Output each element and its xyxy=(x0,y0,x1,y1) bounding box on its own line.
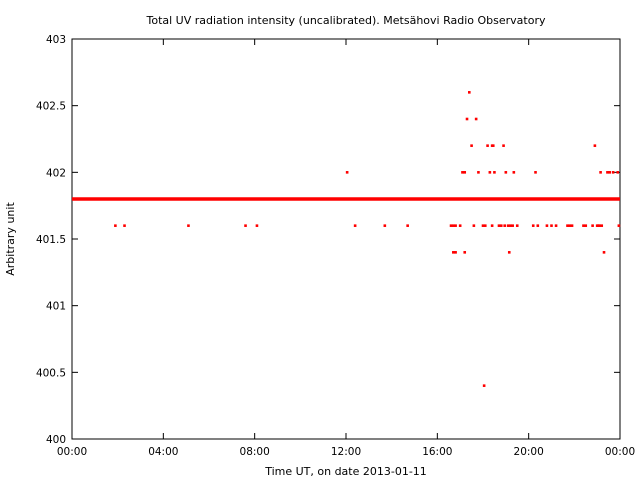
data-point xyxy=(503,224,506,227)
data-point xyxy=(568,224,572,227)
data-point xyxy=(493,171,496,174)
data-point xyxy=(114,224,117,227)
data-point xyxy=(383,224,387,227)
data-point xyxy=(584,224,588,227)
data-point xyxy=(611,171,615,174)
data-point xyxy=(570,224,574,227)
data-point xyxy=(486,144,489,147)
data-point xyxy=(470,144,473,147)
data-point xyxy=(482,384,486,387)
data-point xyxy=(406,224,409,227)
data-point xyxy=(507,251,511,254)
x-tick-label: 08:00 xyxy=(240,446,270,458)
data-point xyxy=(472,224,476,227)
data-point xyxy=(458,224,462,227)
data-point xyxy=(504,171,508,174)
x-tick-label: 16:00 xyxy=(422,446,452,458)
data-point xyxy=(490,224,494,227)
data-point xyxy=(566,224,569,227)
data-point xyxy=(463,171,467,174)
data-point xyxy=(454,251,457,254)
data-point xyxy=(483,224,487,227)
y-tick-label: 402.5 xyxy=(36,101,66,113)
data-point xyxy=(534,171,537,174)
data-point xyxy=(606,171,609,174)
data-point xyxy=(488,171,492,174)
plot-area: 400 400.5 401 401.5 402 402.5 403 00:00 04:00 08:… xyxy=(36,34,635,458)
data-point xyxy=(463,251,467,254)
data-point xyxy=(187,224,190,227)
data-point xyxy=(617,224,621,227)
data-point xyxy=(255,224,259,227)
data-point xyxy=(454,224,457,227)
data-point xyxy=(123,224,126,227)
data-point xyxy=(545,224,549,227)
data-point xyxy=(536,224,540,227)
data-point xyxy=(593,144,597,147)
data-point xyxy=(477,171,480,174)
y-tick-label: 403 xyxy=(46,34,66,46)
x-axis-label: Time UT, on date 2013-01-11 xyxy=(264,465,427,478)
data-point xyxy=(497,224,501,227)
data-point xyxy=(509,224,512,227)
data-point xyxy=(468,91,471,94)
data-point xyxy=(491,144,495,147)
data-point xyxy=(474,117,478,121)
plot-frame xyxy=(71,38,621,440)
x-tick-label: 00:00 xyxy=(605,446,635,458)
data-point xyxy=(608,171,612,174)
data-point xyxy=(511,224,514,227)
data-point xyxy=(600,224,604,227)
y-tick-label: 400 xyxy=(46,434,66,446)
data-point xyxy=(465,117,469,121)
data-point xyxy=(591,224,594,227)
data-point xyxy=(481,224,485,227)
data-point xyxy=(554,224,558,227)
y-tick-label: 401 xyxy=(46,301,66,313)
data-point xyxy=(598,224,601,227)
y-axis-label: Arbitrary unit xyxy=(4,202,17,276)
data-point xyxy=(506,224,510,227)
y-tick-label: 402 xyxy=(46,167,66,179)
data-point xyxy=(502,144,505,147)
x-tick-label: 04:00 xyxy=(148,446,178,458)
x-tick-label: 20:00 xyxy=(514,446,544,458)
data-point xyxy=(353,224,357,227)
x-tick-label: 00:00 xyxy=(57,446,87,458)
data-point xyxy=(582,224,585,227)
x-tick-label: 12:00 xyxy=(331,446,361,458)
data-point xyxy=(345,171,349,174)
data-point xyxy=(616,171,620,174)
data-point xyxy=(461,171,464,174)
data-point xyxy=(244,224,247,227)
data-point xyxy=(515,224,519,227)
chart-title: Total UV radiation intensity (uncalibrat… xyxy=(146,14,546,27)
data-point xyxy=(599,171,602,174)
data-point xyxy=(602,251,606,254)
data-point xyxy=(512,171,516,174)
data-point xyxy=(452,251,455,254)
y-tick-label: 401.5 xyxy=(36,234,66,246)
y-tick-label: 400.5 xyxy=(36,367,66,379)
data-point xyxy=(499,224,503,227)
data-point xyxy=(449,224,453,227)
data-point xyxy=(550,224,553,227)
data-point xyxy=(531,224,535,227)
data-point xyxy=(452,224,455,227)
